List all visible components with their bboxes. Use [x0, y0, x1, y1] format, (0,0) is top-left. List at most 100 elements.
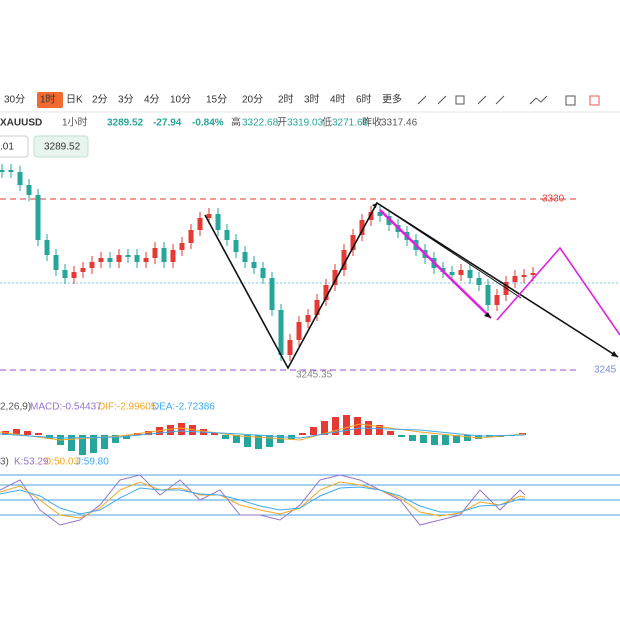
candle [269, 278, 275, 310]
candle [359, 220, 365, 235]
candle [206, 214, 212, 218]
candle [197, 218, 203, 230]
interval-tab[interactable]: 30分 [4, 94, 25, 106]
candle [44, 240, 50, 255]
annotations [204, 201, 620, 370]
macd-bar [420, 435, 427, 443]
macd-bar [222, 435, 229, 439]
d-value: D:50.03 [44, 457, 79, 468]
low: 3271.69 [332, 118, 369, 129]
input-box[interactable] [33, 135, 89, 158]
candle [107, 258, 113, 262]
candle [71, 272, 77, 278]
candle [251, 262, 257, 268]
macd-bar [35, 433, 42, 435]
interval-tab[interactable]: 4分 [144, 94, 160, 106]
input-box[interactable] [0, 135, 29, 158]
candle [350, 235, 356, 250]
draw-tools [417, 95, 600, 106]
macd-bar [310, 427, 317, 435]
input-value[interactable]: 3289.52 [44, 142, 81, 153]
label: 低 [322, 116, 332, 129]
macd-bar [464, 435, 471, 441]
j-value: J:59.80 [76, 457, 109, 468]
interval-tab[interactable]: 20分 [242, 94, 263, 106]
low-mark: 3245.35 [296, 370, 333, 381]
macd-bar [266, 435, 273, 447]
interval-tab[interactable]: 1时 [40, 94, 56, 106]
macd-bar [387, 431, 394, 435]
candle [341, 250, 347, 270]
candle [260, 268, 266, 278]
label: 开 [277, 118, 287, 129]
candle [53, 255, 59, 270]
candle [215, 214, 221, 230]
quote-row: XAUUSD 1小时 3289.52 -27.94 -0.84% 高 3322.… [0, 116, 418, 129]
dif-value: DIF:-2.99605 [98, 402, 157, 413]
candle [179, 243, 185, 250]
level-label: 3330 [542, 194, 565, 205]
candle [314, 300, 320, 315]
macd-bar [101, 435, 108, 449]
interval-tab[interactable]: 6时 [356, 94, 372, 106]
toolbar: 30分 1时 日K 2分 3分 4分 10分 15分 20分 2时 3时 4时 6时 更多 [4, 92, 402, 108]
candle [530, 273, 536, 275]
active-tab [37, 92, 63, 108]
candle [233, 240, 239, 252]
input-value[interactable]: .01 [0, 142, 14, 153]
k-value: K:53.29 [14, 457, 49, 468]
interval-tab[interactable]: 更多 [382, 93, 402, 106]
interval-tab[interactable]: 10分 [170, 94, 191, 106]
kdj-lines [0, 474, 620, 526]
macd-bar [24, 431, 31, 435]
candle [89, 262, 95, 268]
macd-bar [321, 421, 328, 435]
candle [125, 255, 131, 257]
candle [242, 252, 248, 262]
interval-tab[interactable]: 4时 [330, 94, 346, 106]
candle [368, 212, 374, 220]
dea-line [0, 427, 526, 439]
timeframe: 1小时 [62, 117, 88, 129]
macd-bar [398, 435, 405, 437]
macd-bar [453, 435, 460, 443]
candle [305, 315, 311, 322]
candle [17, 172, 23, 185]
change-pct: -0.84% [192, 118, 224, 129]
interval-tab[interactable]: 2分 [92, 94, 108, 106]
macd-bar [255, 435, 262, 449]
candle [323, 285, 329, 300]
symbol: XAUUSD [0, 118, 42, 129]
candle [449, 272, 455, 275]
interval-tab[interactable]: 2时 [278, 94, 294, 106]
candle [332, 270, 338, 285]
interval-tab[interactable]: 日K [66, 95, 83, 106]
macd-bar [332, 417, 339, 435]
macd-bar [343, 415, 350, 435]
macd-bar [90, 435, 97, 453]
candle [152, 248, 158, 258]
macd-bar [211, 433, 218, 435]
label: 高 [231, 116, 241, 129]
dea-value: DEA:-2.72386 [152, 402, 215, 413]
high: 3322.68 [242, 118, 279, 129]
candle [8, 170, 14, 172]
interval-tab[interactable]: 15分 [206, 94, 227, 106]
kdj-params: 3) [0, 457, 9, 468]
macd-bar [244, 435, 251, 447]
interval-tab[interactable]: 3时 [304, 94, 320, 106]
macd-bar [431, 435, 438, 445]
change: -27.94 [153, 118, 182, 129]
candle [62, 270, 68, 278]
macd-bar [145, 431, 152, 435]
candle [485, 285, 491, 305]
macd-bar [68, 435, 75, 451]
macd-bar [475, 435, 482, 439]
candle [161, 248, 167, 262]
candle [296, 322, 302, 340]
candle [494, 295, 500, 305]
macd-bar [442, 435, 449, 445]
interval-tab[interactable]: 3分 [118, 94, 134, 106]
level-label: 3245 [594, 365, 617, 376]
